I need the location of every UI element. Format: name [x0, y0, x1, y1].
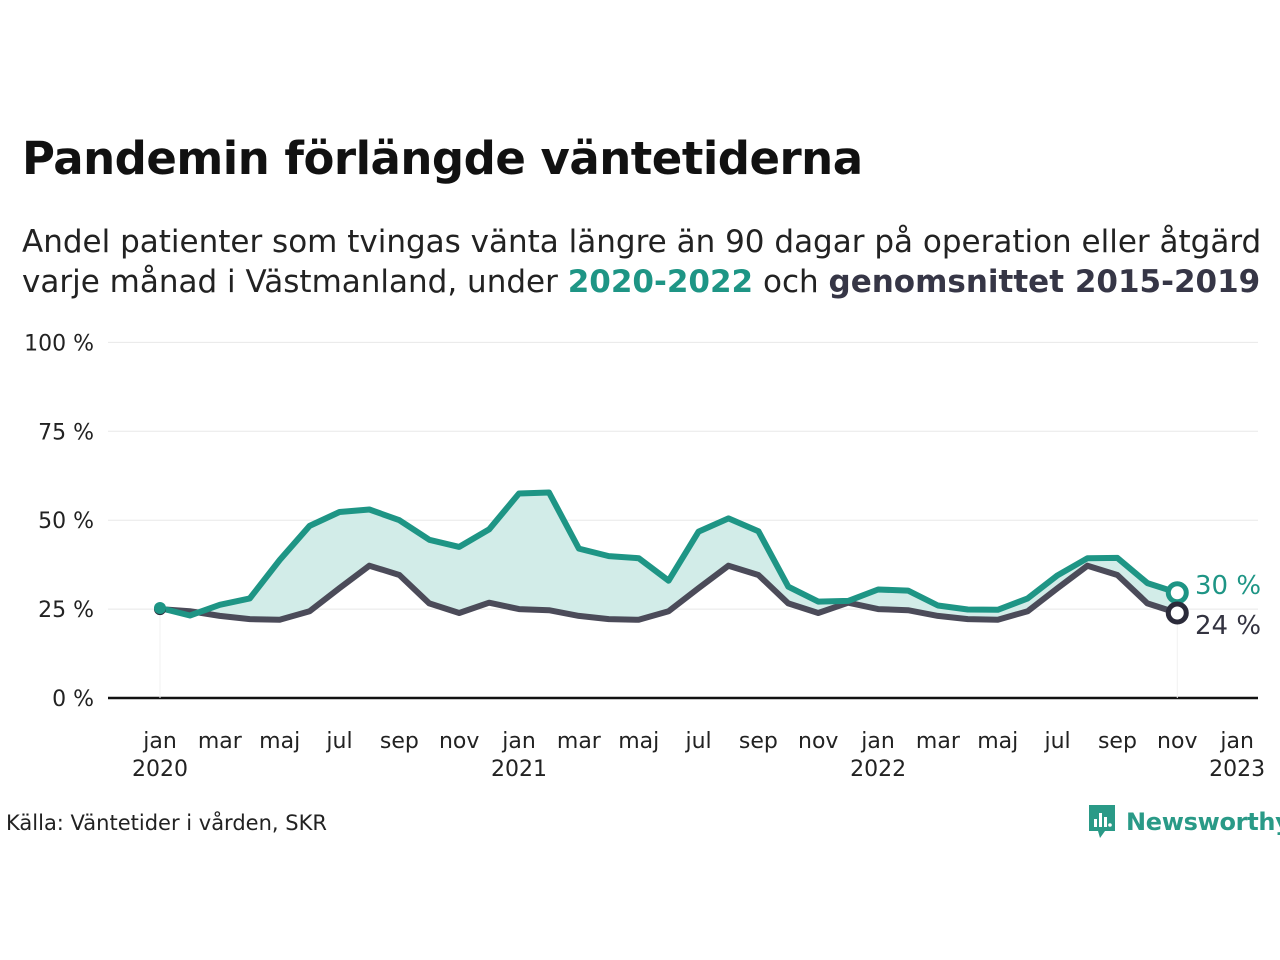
y-axis-labels: 0 % 25 % 50 % 75 % 100 % — [24, 331, 94, 712]
chart-title: Pandemin förlängde väntetiderna — [22, 132, 863, 185]
x-tick-label-month: mar — [198, 729, 243, 754]
x-tick-label-month: sep — [739, 729, 778, 754]
x-tick-label-month: maj — [977, 729, 1018, 754]
x-tick-label-year: 2022 — [850, 757, 906, 782]
end-marker-series-b — [1165, 601, 1189, 625]
x-tick-label-month: jan — [142, 729, 177, 754]
series-points — [154, 581, 1189, 625]
x-tick-label-month: jan — [860, 729, 895, 754]
subtitle-line-2: varje månad i Västmanland, under — [22, 264, 568, 300]
x-tick-label-month: jan — [501, 729, 536, 754]
x-tick-label-month: jul — [1044, 729, 1071, 754]
x-tick-label-month: maj — [618, 729, 659, 754]
end-labels: 30 % 24 % — [1195, 571, 1261, 641]
x-tick-label-month: mar — [557, 729, 602, 754]
end-label-series-b: 24 % — [1195, 611, 1261, 641]
chart-subtitle: Andel patienter som tvingas vänta längre… — [22, 222, 1280, 302]
x-tick-label-month: nov — [798, 729, 838, 754]
source-note: Källa: Väntetider i vården, SKR — [6, 811, 327, 835]
x-tick-label-month: sep — [1098, 729, 1137, 754]
y-tick-label: 75 % — [38, 420, 94, 445]
y-tick-label: 100 % — [24, 331, 94, 356]
series-line-2020-2022 — [157, 489, 1181, 619]
x-tick-label-month: nov — [1157, 729, 1197, 754]
newsworthy-logo-icon — [1089, 805, 1115, 838]
x-tick-label-month: maj — [259, 729, 300, 754]
y-tick-label: 0 % — [52, 687, 94, 712]
end-label-series-a: 30 % — [1195, 571, 1261, 601]
subtitle-highlight-series-a: 2020-2022 — [567, 264, 754, 300]
subtitle-highlight-series-b: genomsnittet 2015-2019 — [828, 264, 1261, 300]
y-tick-label: 25 % — [38, 598, 94, 623]
newsworthy-logo-text: Newsworthy — [1126, 808, 1280, 836]
subtitle-connector: och — [753, 264, 829, 300]
end-marker-series-a — [1165, 581, 1189, 605]
y-tick-label: 50 % — [38, 509, 94, 534]
start-marker-series-a — [154, 602, 166, 615]
subtitle-line-1: Andel patienter som tvingas vänta längre… — [22, 224, 1262, 260]
x-tick-label-month: mar — [916, 729, 961, 754]
series-line-genomsnittet-2015-2019 — [157, 562, 1181, 623]
x-tick-label-month: jan — [1219, 729, 1254, 754]
series-lines — [157, 489, 1181, 623]
x-tick-label-month: jul — [684, 729, 711, 754]
x-tick-label-year: 2021 — [491, 757, 547, 782]
gridlines — [108, 341, 1258, 700]
x-tick-label-year: 2020 — [132, 757, 188, 782]
x-tick-label-month: nov — [439, 729, 479, 754]
x-tick-label-year: 2023 — [1209, 757, 1265, 782]
newsworthy-logo: Newsworthy — [1088, 804, 1280, 840]
x-tick-label-month: jul — [325, 729, 352, 754]
x-tick-label-month: sep — [380, 729, 419, 754]
